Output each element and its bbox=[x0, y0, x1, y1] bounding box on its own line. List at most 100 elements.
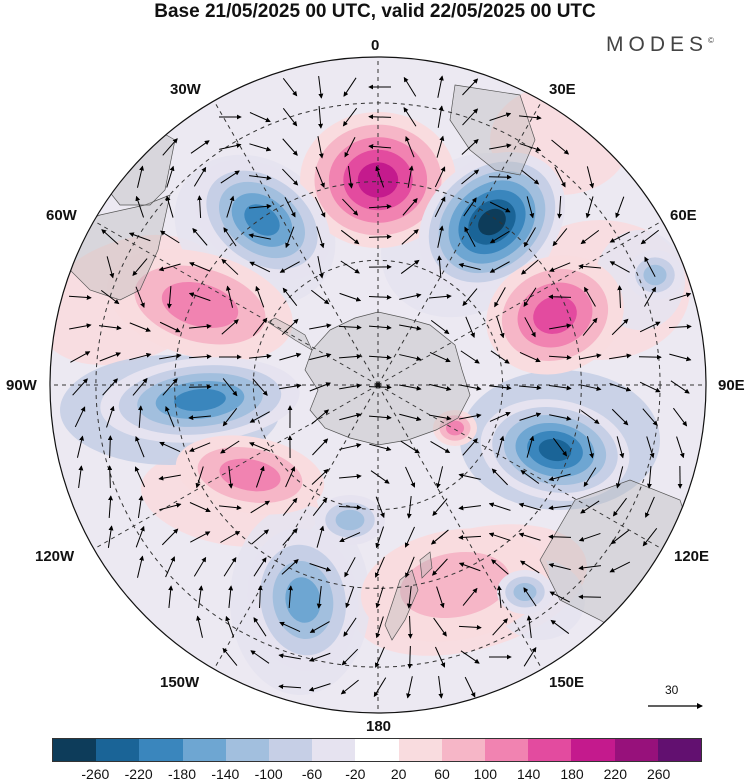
wind-vector bbox=[434, 166, 446, 188]
wind-vector bbox=[255, 465, 265, 488]
wind-vector bbox=[459, 413, 482, 420]
wind-vector bbox=[374, 646, 385, 668]
wind-vector bbox=[437, 75, 444, 98]
wind-vector bbox=[668, 324, 692, 330]
wind-vector bbox=[436, 255, 442, 279]
wind-vector bbox=[317, 136, 324, 159]
wind-vector bbox=[248, 233, 271, 240]
wind-vector bbox=[69, 323, 92, 330]
wind-vector bbox=[197, 195, 203, 219]
wind-vector bbox=[644, 496, 655, 518]
wind-vector bbox=[250, 650, 270, 664]
anomaly-contour bbox=[335, 509, 365, 531]
wind-vector bbox=[617, 285, 623, 309]
wind-vector bbox=[188, 354, 212, 360]
wind-vector bbox=[642, 528, 658, 547]
wind-vector bbox=[158, 474, 181, 481]
wind-vector bbox=[343, 617, 357, 637]
wind-vector bbox=[428, 293, 452, 299]
wind-vector bbox=[252, 378, 268, 396]
wind-vector bbox=[220, 440, 240, 454]
wind-vector bbox=[308, 652, 331, 662]
colorbar-tick-label: -20 bbox=[345, 766, 366, 782]
wind-vector bbox=[192, 227, 208, 246]
landmass bbox=[419, 551, 433, 579]
wind-vector bbox=[279, 383, 302, 390]
wind-vector bbox=[345, 586, 355, 609]
wind-vector bbox=[433, 617, 447, 637]
wind-vector bbox=[552, 228, 568, 247]
wind-vector bbox=[288, 585, 294, 609]
wind-vector bbox=[669, 292, 692, 301]
wind-vector bbox=[496, 585, 502, 608]
meridian-line bbox=[377, 220, 663, 386]
wind-vector bbox=[137, 495, 144, 518]
wind-vector bbox=[462, 288, 478, 307]
wind-vector bbox=[222, 647, 238, 666]
wind-vector bbox=[369, 443, 392, 452]
wind-vector bbox=[609, 261, 630, 273]
lon-label-30w: 30W bbox=[170, 81, 201, 98]
wind-vector bbox=[253, 617, 267, 637]
wind-vector bbox=[159, 353, 182, 360]
wind-vector bbox=[368, 325, 392, 331]
wind-vector bbox=[430, 440, 451, 454]
wind-vector bbox=[518, 532, 541, 541]
wind-vector bbox=[432, 558, 448, 576]
wind-vector bbox=[407, 615, 413, 639]
wind-vector bbox=[220, 170, 240, 184]
wind-vector bbox=[435, 466, 444, 489]
wind-vector bbox=[279, 352, 302, 361]
wind-vector bbox=[526, 196, 535, 219]
colorbar-tick-label: -180 bbox=[167, 766, 197, 782]
wind-vector bbox=[549, 414, 572, 421]
wind-vector bbox=[309, 352, 332, 361]
wind-vector bbox=[72, 378, 88, 396]
wind-vector bbox=[405, 135, 415, 158]
anomaly-contour bbox=[161, 281, 239, 329]
wind-vector bbox=[368, 294, 392, 300]
wind-vector bbox=[609, 383, 632, 392]
wind-vector bbox=[488, 174, 512, 180]
continents bbox=[61, 84, 701, 646]
wind-vector bbox=[399, 384, 422, 391]
wind-vector bbox=[612, 497, 627, 517]
anomaly-field bbox=[50, 85, 690, 695]
wind-vector bbox=[99, 325, 122, 331]
lon-label-150w: 150W bbox=[160, 674, 200, 691]
wind-vector bbox=[343, 77, 357, 97]
wind-vector bbox=[458, 562, 481, 572]
wind-vector bbox=[488, 502, 511, 511]
wind-vector bbox=[646, 436, 655, 459]
wind-vector bbox=[159, 502, 182, 511]
registered-mark: © bbox=[708, 36, 714, 45]
wind-vector bbox=[344, 557, 356, 578]
wind-vector bbox=[491, 559, 509, 575]
wind-vector bbox=[489, 385, 512, 391]
wind-vector bbox=[368, 114, 392, 120]
wind-vector bbox=[548, 294, 572, 300]
graticule bbox=[50, 57, 706, 713]
wind-vector bbox=[223, 557, 237, 577]
wind-vector bbox=[399, 413, 422, 422]
wind-vector bbox=[107, 525, 114, 548]
wind-vector bbox=[489, 112, 512, 121]
wind-vector bbox=[129, 322, 151, 332]
wind-vector bbox=[189, 502, 211, 513]
wind-vector bbox=[249, 261, 271, 273]
wind-vector bbox=[520, 560, 540, 574]
wind-vector bbox=[374, 556, 385, 578]
wind-vector bbox=[339, 412, 362, 421]
wind-vector bbox=[250, 500, 271, 514]
wind-vector bbox=[189, 262, 211, 272]
wind-vector bbox=[491, 468, 509, 486]
wind-vector bbox=[68, 294, 92, 300]
wind-vector bbox=[402, 197, 418, 216]
wind-vector bbox=[166, 285, 172, 309]
wind-vector bbox=[249, 175, 272, 181]
wind-vector bbox=[249, 203, 272, 209]
wind-vector bbox=[399, 293, 422, 300]
wind-vector bbox=[554, 167, 566, 188]
wind-vector bbox=[219, 143, 242, 150]
wind-vector bbox=[338, 353, 362, 359]
